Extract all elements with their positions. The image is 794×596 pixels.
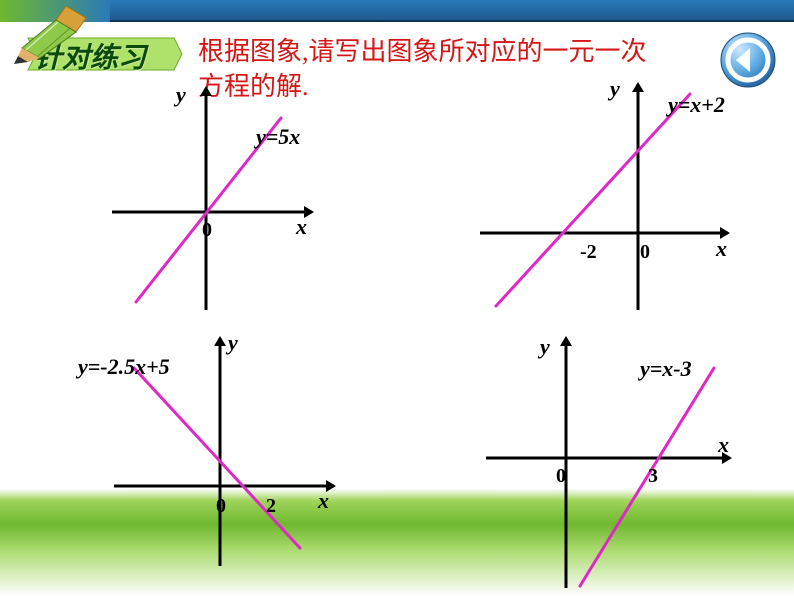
pencil-icon [4,4,92,64]
svg-text:0: 0 [640,241,650,263]
svg-text:x: x [717,432,729,457]
chart-2-equation: y=x+2 [668,92,725,118]
svg-text:x: x [295,214,307,239]
svg-text:-2: -2 [580,241,597,263]
chart-1-svg: x y 0 [96,82,326,312]
chart-2: x y 0 -2 y=x+2 [470,78,750,318]
svg-text:2: 2 [266,495,276,517]
chart-4-svg: x y 0 3 [470,332,750,592]
svg-text:y: y [173,82,186,107]
chart-4: x y 0 3 y=x-3 [470,332,750,592]
svg-text:y: y [607,78,620,101]
chart-1: x y 0 y=5x [96,82,326,312]
chart-3: xy02 y=-2.5x+5 [96,332,346,572]
svg-text:0: 0 [556,465,566,487]
svg-text:y: y [225,332,238,355]
chart-3-equation: y=-2.5x+5 [78,354,170,380]
svg-text:x: x [715,236,727,261]
back-button[interactable] [718,30,778,90]
chart-1-equation: y=5x [256,124,300,150]
header-bar [0,0,794,22]
svg-text:0: 0 [202,219,212,241]
svg-text:0: 0 [216,495,226,517]
svg-text:y: y [537,334,550,359]
svg-text:x: x [317,488,329,513]
chart-4-equation: y=x-3 [640,356,692,382]
svg-text:3: 3 [648,465,658,487]
